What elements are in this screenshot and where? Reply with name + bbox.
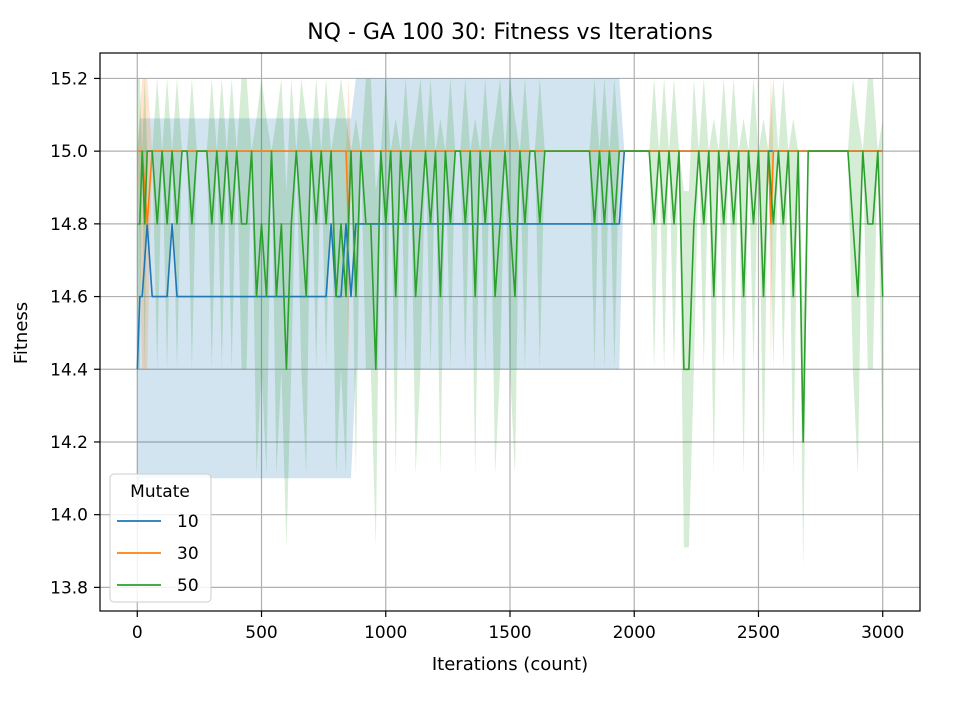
confidence-bands [137,78,883,588]
x-tick-label: 2500 [737,623,780,643]
y-tick-label: 13.8 [50,578,88,598]
x-tick-label: 1000 [364,623,407,643]
chart-title: NQ - GA 100 30: Fitness vs Iterations [307,20,713,45]
y-tick-label: 14.6 [50,288,88,308]
band-mutate-50 [137,78,883,570]
x-tick-label: 500 [245,623,277,643]
legend-label-mutate-50: 50 [177,576,199,596]
series-line-mutate-50 [137,150,884,443]
legend-box [109,473,212,603]
y-axis-label: Fitness [11,302,32,364]
x-tick-label: 3000 [861,623,904,643]
y-tick-label: 14.8 [50,215,88,235]
y-tick-label: 15.2 [50,69,88,89]
y-tick-label: 14.4 [50,360,88,380]
x-tick-label: 1500 [488,623,531,643]
legend-entries: 10 30 50 [117,512,199,596]
band-mutate-10 [137,78,883,588]
y-tick-label: 15.0 [50,142,88,162]
x-tick-label: 2000 [613,623,656,643]
y-tick-label: 14.0 [50,506,88,526]
x-axis-label: Iterations (count) [432,654,588,675]
x-tick-label: 0 [132,623,143,643]
legend-label-mutate-10: 10 [177,512,199,532]
legend-label-mutate-30: 30 [177,544,199,564]
legend-title: Mutate [130,482,190,502]
legend: Mutate 10 30 50 [109,473,212,603]
axis-ticks: 0 500 1000 1500 2000 2500 3000 13.8 14.0 14.2 14.4… [50,69,904,643]
series-lines [136,150,884,443]
y-tick-label: 14.2 [50,433,88,453]
